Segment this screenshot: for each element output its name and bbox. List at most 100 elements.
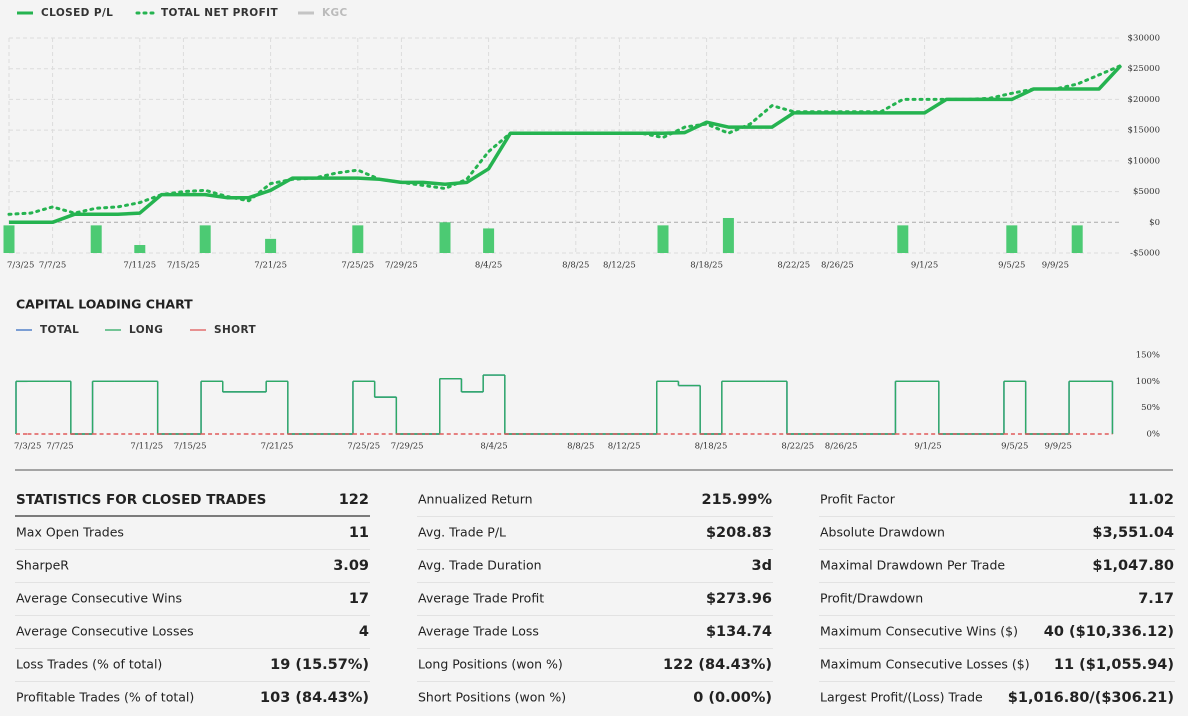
bar <box>3 225 15 253</box>
stat-label: Profitable Trades (% of total) <box>16 690 194 705</box>
legend-label[interactable]: KGC <box>322 7 348 19</box>
stat-label: Maximal Drawdown Per Trade <box>820 558 1005 573</box>
y-tick-label: 150% <box>1136 351 1160 361</box>
legend-label[interactable]: TOTAL <box>40 324 79 336</box>
stat-value: 103 (84.43%) <box>260 690 369 706</box>
stat-value: 19 (15.57%) <box>270 657 369 673</box>
x-tick-label: 7/3/25 <box>7 261 34 271</box>
x-tick-label: 8/8/25 <box>562 261 589 271</box>
y-tick-label: $15000 <box>1128 126 1160 136</box>
bar <box>439 222 451 253</box>
x-tick-label: 8/26/25 <box>825 442 858 452</box>
legend-label[interactable]: SHORT <box>214 324 256 336</box>
x-tick-label: 8/12/25 <box>608 442 641 452</box>
y-tick-label: $25000 <box>1128 64 1160 74</box>
x-tick-label: 7/15/25 <box>167 261 200 271</box>
x-tick-label: 7/7/25 <box>46 442 73 452</box>
bar <box>722 217 734 253</box>
x-tick-label: 8/18/25 <box>695 442 728 452</box>
x-tick-label: 7/25/25 <box>347 442 380 452</box>
x-tick-label: 8/26/25 <box>821 261 854 271</box>
bar <box>265 238 277 253</box>
series-line <box>9 64 1123 225</box>
x-tick-label: 7/7/25 <box>39 261 66 271</box>
stat-value: 0 (0.00%) <box>693 690 772 706</box>
stat-label: Annualized Return <box>418 492 533 507</box>
stat-value: $273.96 <box>706 591 772 607</box>
stat-label: Largest Profit/(Loss) Trade <box>820 690 983 705</box>
x-tick-label: 9/1/25 <box>911 261 938 271</box>
stat-label: Profit Factor <box>820 492 896 507</box>
legend-label[interactable]: CLOSED P/L <box>41 7 113 19</box>
stat-label: Profit/Drawdown <box>820 591 923 606</box>
x-tick-label: 7/21/25 <box>254 261 287 271</box>
x-tick-label: 9/1/25 <box>914 442 941 452</box>
stat-value: 7.17 <box>1138 591 1174 607</box>
x-tick-label: 8/8/25 <box>567 442 594 452</box>
stat-value: 4 <box>359 624 369 640</box>
series-line <box>7 64 1123 216</box>
legend-label[interactable]: TOTAL NET PROFIT <box>161 7 278 19</box>
stat-label: Maximum Consecutive Wins ($) <box>820 624 1018 639</box>
stat-value: 40 ($10,336.12) <box>1044 624 1174 640</box>
stats-total: 122 <box>339 492 369 508</box>
y-tick-label: 100% <box>1136 377 1160 387</box>
bar <box>1006 225 1018 253</box>
stat-value: 215.99% <box>702 492 773 508</box>
x-tick-label: 8/4/25 <box>480 442 507 452</box>
stat-label: Avg. Trade P/L <box>418 525 506 540</box>
x-tick-label: 7/11/25 <box>123 261 156 271</box>
x-tick-label: 7/25/25 <box>341 261 374 271</box>
stat-value: $1,047.80 <box>1092 558 1174 574</box>
y-tick-label: 50% <box>1141 403 1160 413</box>
bar <box>1071 225 1083 253</box>
stat-label: Average Trade Profit <box>418 591 544 606</box>
stat-value: 11 ($1,055.94) <box>1054 657 1174 673</box>
bar <box>657 225 669 253</box>
stat-value: 3.09 <box>333 558 369 574</box>
stat-value: 3d <box>752 558 772 574</box>
stat-label: Loss Trades (% of total) <box>16 657 162 672</box>
bar <box>483 228 495 253</box>
y-tick-label: $0 <box>1149 218 1160 228</box>
stat-value: $134.74 <box>706 624 772 640</box>
stat-label: Average Trade Loss <box>418 624 539 639</box>
stat-value: 11 <box>349 525 369 541</box>
stat-label: Average Consecutive Losses <box>16 624 194 639</box>
x-tick-label: 8/12/25 <box>603 261 636 271</box>
stat-value: 11.02 <box>1128 492 1174 508</box>
x-tick-label: 7/3/25 <box>14 442 41 452</box>
stat-label: Short Positions (won %) <box>418 690 566 705</box>
bar <box>897 225 909 253</box>
y-tick-label: $10000 <box>1128 156 1160 166</box>
y-tick-label: $5000 <box>1133 187 1160 197</box>
stat-label: Maximum Consecutive Losses ($) <box>820 657 1030 672</box>
x-tick-label: 9/5/25 <box>1001 442 1028 452</box>
stat-value: 17 <box>349 591 369 607</box>
x-tick-label: 8/18/25 <box>690 261 723 271</box>
x-tick-label: 8/22/25 <box>781 442 814 452</box>
bar <box>352 225 364 253</box>
stat-value: $1,016.80/($306.21) <box>1008 690 1174 706</box>
x-tick-label: 9/9/25 <box>1045 442 1072 452</box>
bar <box>199 225 211 253</box>
y-tick-label: 0% <box>1147 430 1161 440</box>
x-tick-label: 9/9/25 <box>1042 261 1069 271</box>
stat-label: Average Consecutive Wins <box>16 591 182 606</box>
x-tick-label: 7/15/25 <box>174 442 207 452</box>
x-tick-label: 7/29/25 <box>385 261 418 271</box>
bar <box>134 245 146 253</box>
stat-value: 122 (84.43%) <box>663 657 772 673</box>
legend-label[interactable]: LONG <box>129 324 163 336</box>
x-tick-label: 7/29/25 <box>391 442 424 452</box>
x-tick-label: 9/5/25 <box>998 261 1025 271</box>
y-tick-label: -$5000 <box>1130 249 1160 259</box>
stat-value: $208.83 <box>706 525 772 541</box>
x-tick-label: 8/4/25 <box>475 261 502 271</box>
x-tick-label: 7/11/25 <box>130 442 163 452</box>
y-tick-label: $20000 <box>1128 95 1160 105</box>
stat-label: Avg. Trade Duration <box>418 558 542 573</box>
capital-chart-title: CAPITAL LOADING CHART <box>16 297 193 312</box>
x-tick-label: 7/21/25 <box>261 442 294 452</box>
